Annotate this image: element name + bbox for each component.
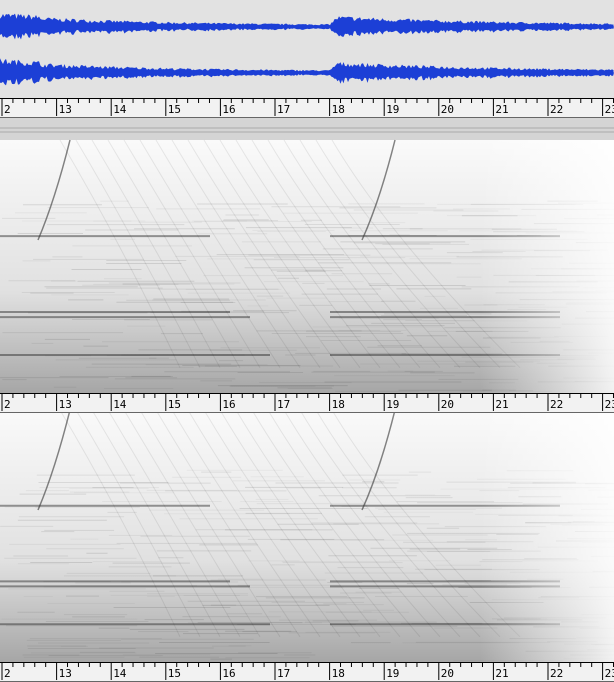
time-label: 13 — [59, 667, 72, 680]
time-label: 18 — [332, 103, 345, 116]
time-label: 17 — [277, 103, 290, 116]
time-label: 19 — [386, 667, 399, 680]
time-ruler: 2 13 14 15 16 17 18 19 20 21 22 23 — [0, 662, 614, 682]
time-label: 2 — [4, 667, 11, 680]
spectrogram-fade — [480, 410, 614, 662]
time-label: 2 — [4, 398, 11, 411]
time-label: 20 — [441, 103, 454, 116]
separator — [0, 120, 614, 140]
time-label: 14 — [113, 398, 127, 411]
page: 2 13 14 15 16 17 18 19 20 21 22 23 2 13 14 15 16 17 18 19 20… — [0, 0, 614, 682]
time-label: 19 — [386, 103, 399, 116]
time-label: 14 — [113, 667, 127, 680]
time-label: 17 — [277, 398, 290, 411]
spectrogram — [0, 410, 614, 662]
time-label: 22 — [550, 103, 563, 116]
time-label: 15 — [168, 103, 181, 116]
time-label: 15 — [168, 398, 181, 411]
time-ruler: 2 13 14 15 16 17 18 19 20 21 22 23 — [0, 393, 614, 413]
time-label: 15 — [168, 667, 181, 680]
time-label: 14 — [113, 103, 127, 116]
time-label: 23 — [605, 398, 614, 411]
ruler-background — [0, 662, 614, 682]
time-label: 22 — [550, 667, 563, 680]
time-label: 21 — [495, 103, 508, 116]
time-label: 21 — [495, 398, 508, 411]
time-label: 21 — [495, 667, 508, 680]
time-label: 23 — [605, 667, 614, 680]
time-label: 13 — [59, 103, 72, 116]
audio-editor: 2 13 14 15 16 17 18 19 20 21 22 23 2 13 14 15 16 17 18 19 20… — [0, 0, 614, 682]
time-label: 2 — [4, 103, 11, 116]
waveform-panel — [0, 0, 614, 98]
time-label: 16 — [222, 398, 235, 411]
time-label: 23 — [605, 103, 614, 116]
time-label: 18 — [332, 667, 345, 680]
time-label: 20 — [441, 398, 454, 411]
time-label: 22 — [550, 398, 563, 411]
time-label: 16 — [222, 103, 235, 116]
time-label: 17 — [277, 667, 290, 680]
ruler-background — [0, 98, 614, 118]
time-label: 18 — [332, 398, 345, 411]
ruler-background — [0, 393, 614, 413]
time-label: 20 — [441, 667, 454, 680]
spectrogram — [0, 140, 614, 393]
time-label: 19 — [386, 398, 399, 411]
time-label: 13 — [59, 398, 72, 411]
time-ruler: 2 13 14 15 16 17 18 19 20 21 22 23 — [0, 98, 614, 118]
spectrogram-fade — [480, 140, 614, 393]
time-label: 16 — [222, 667, 235, 680]
